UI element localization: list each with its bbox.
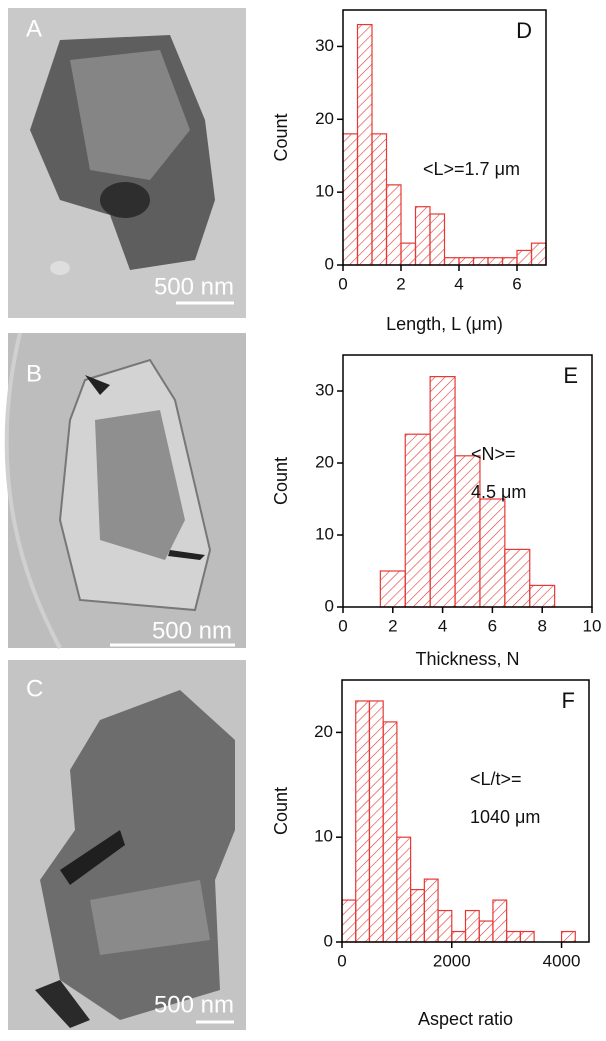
bar xyxy=(493,900,507,942)
y-tick-label: 30 xyxy=(315,380,334,399)
annotation: 1040 μm xyxy=(470,807,540,827)
x-axis-label: Length, L (μm) xyxy=(386,314,503,334)
y-tick-label: 0 xyxy=(325,254,334,273)
y-tick-label: 20 xyxy=(315,109,334,128)
tem-image: B 500 nm xyxy=(7,333,246,648)
y-tick-label: 10 xyxy=(314,827,333,846)
annotation: 4.5 μm xyxy=(471,482,526,502)
bar xyxy=(372,134,387,265)
y-tick-label: 10 xyxy=(315,182,334,201)
x-tick-label: 4 xyxy=(454,274,463,293)
panel-label: D xyxy=(516,18,532,43)
y-tick-label: 0 xyxy=(325,596,334,615)
bar xyxy=(452,932,466,942)
bar xyxy=(445,258,460,265)
bar xyxy=(459,258,474,265)
x-axis-label: Aspect ratio xyxy=(418,1009,513,1029)
y-tick-label: 30 xyxy=(315,36,334,55)
bar xyxy=(380,571,405,607)
y-axis-label: Count xyxy=(271,113,291,161)
bar xyxy=(488,258,503,265)
bar xyxy=(401,243,416,265)
panel-label: E xyxy=(563,363,578,388)
bar xyxy=(562,932,576,942)
image-label: B xyxy=(26,360,42,387)
bar xyxy=(430,214,445,265)
x-tick-label: 8 xyxy=(537,616,546,635)
y-axis-label: Count xyxy=(271,787,291,835)
x-tick-label: 2000 xyxy=(433,951,471,970)
x-tick-label: 0 xyxy=(337,951,346,970)
bar xyxy=(356,701,370,942)
scale-bar: 500 nm xyxy=(152,617,232,644)
bar xyxy=(455,456,480,607)
bar xyxy=(520,932,534,942)
bar xyxy=(343,134,358,265)
bar xyxy=(416,207,431,265)
image-label: A xyxy=(26,15,42,42)
y-tick-label: 0 xyxy=(324,931,333,950)
scale-bar: 500 nm xyxy=(154,273,234,300)
bar xyxy=(411,890,425,942)
tem-image: A 500 nm xyxy=(8,8,246,318)
x-tick-label: 0 xyxy=(338,616,347,635)
figure: A 500 nm B 500 nm C 500 nm 02460102030Le… xyxy=(0,0,606,1036)
y-tick-label: 10 xyxy=(315,524,334,543)
y-tick-label: 20 xyxy=(315,452,334,471)
bar xyxy=(479,921,493,942)
bar xyxy=(397,837,411,942)
bar xyxy=(387,185,402,265)
x-tick-label: 2 xyxy=(388,616,397,635)
x-tick-label: 4000 xyxy=(543,951,581,970)
y-tick-label: 20 xyxy=(314,722,333,741)
scale-bar: 500 nm xyxy=(154,991,234,1018)
x-axis-label: Thickness, N xyxy=(415,649,519,669)
image-label: C xyxy=(26,675,43,702)
y-axis-label: Count xyxy=(271,457,291,505)
x-tick-label: 4 xyxy=(438,616,447,635)
bar xyxy=(503,258,518,265)
bar xyxy=(480,499,505,607)
bar xyxy=(342,900,356,942)
x-tick-label: 10 xyxy=(583,616,602,635)
annotation: <N>= xyxy=(471,444,516,464)
x-tick-label: 2 xyxy=(396,274,405,293)
bar xyxy=(405,434,430,607)
bar xyxy=(424,879,438,942)
bar xyxy=(383,722,397,942)
tem-image: C 500 nm xyxy=(8,660,246,1030)
bar xyxy=(532,243,547,265)
bar xyxy=(466,911,480,942)
bar xyxy=(517,250,532,265)
panel-label: F xyxy=(562,688,575,713)
x-tick-label: 6 xyxy=(512,274,521,293)
bar xyxy=(358,25,373,265)
bar xyxy=(474,258,489,265)
x-tick-label: 0 xyxy=(338,274,347,293)
bar xyxy=(438,911,452,942)
bar xyxy=(530,585,555,607)
x-tick-label: 6 xyxy=(488,616,497,635)
bar xyxy=(430,377,455,607)
annotation: <L/t>= xyxy=(470,769,522,789)
bar xyxy=(507,932,521,942)
annotation: <L>=1.7 μm xyxy=(423,159,520,179)
bar xyxy=(369,701,383,942)
bar xyxy=(505,549,530,607)
